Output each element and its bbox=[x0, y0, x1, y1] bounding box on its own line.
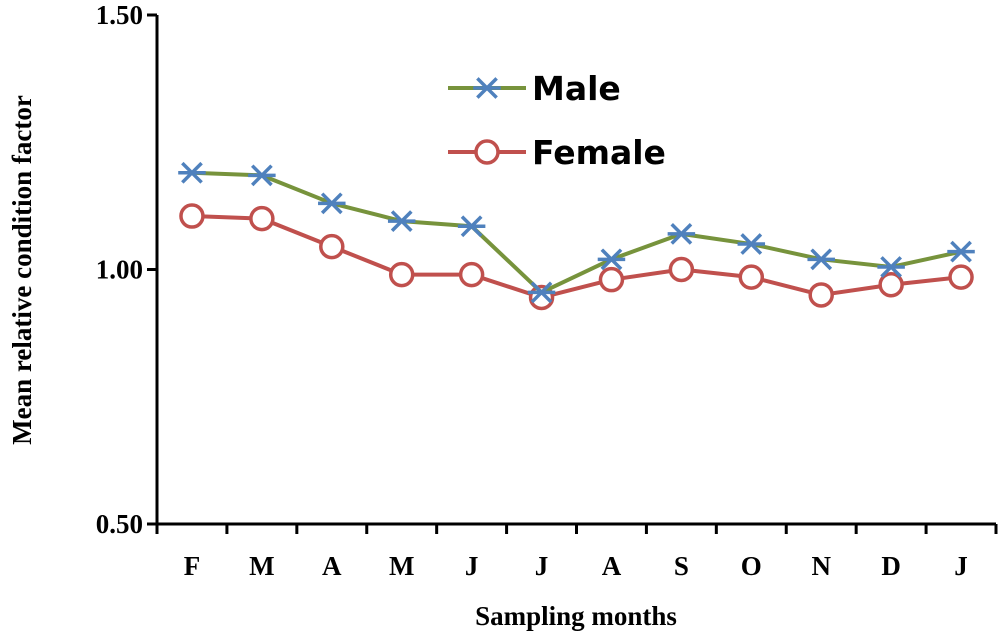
data-point-female bbox=[319, 233, 345, 260]
data-point-male bbox=[318, 192, 346, 215]
marker-stroke bbox=[530, 281, 553, 304]
y-axis-title: Mean relative condition factor bbox=[7, 95, 37, 445]
x-tick-label: J bbox=[954, 551, 968, 581]
data-point-female bbox=[948, 264, 974, 290]
legend: Male Female bbox=[448, 69, 666, 172]
marker-stroke bbox=[476, 77, 498, 99]
x-tick-label: J bbox=[535, 551, 549, 581]
legend-female-marker bbox=[474, 139, 500, 165]
x-tick-label: D bbox=[881, 551, 901, 581]
legend-male-asterisk bbox=[473, 77, 501, 99]
marker-stroke bbox=[740, 233, 763, 255]
data-point-male bbox=[387, 210, 416, 233]
marker-stroke bbox=[670, 222, 693, 245]
data-point-female bbox=[458, 261, 485, 288]
data-point-male bbox=[178, 161, 206, 184]
series-line-female bbox=[191, 214, 962, 300]
data-point-male bbox=[597, 248, 626, 271]
x-tick-label: M bbox=[249, 551, 274, 581]
data-point-female bbox=[878, 272, 904, 298]
x-tick-label: J bbox=[465, 551, 479, 581]
y-tick-label: 1.50 bbox=[96, 0, 143, 30]
data-point-female bbox=[179, 203, 205, 229]
tick-labels: 0.50 1.00 1.50 F M A M J J A S O N D J bbox=[96, 0, 968, 581]
legend-male-label: Male bbox=[532, 69, 621, 108]
y-tick-label: 0.50 bbox=[96, 509, 143, 539]
marker-stroke bbox=[950, 240, 972, 263]
x-tick-label: F bbox=[184, 551, 201, 581]
x-tick-label: M bbox=[389, 551, 414, 581]
y-tick-label: 1.00 bbox=[96, 255, 143, 285]
marker-stroke bbox=[880, 256, 902, 278]
series-line-male bbox=[191, 170, 962, 295]
data-point-female bbox=[738, 264, 765, 290]
legend-male-marker bbox=[473, 77, 501, 99]
data-point-female bbox=[388, 261, 415, 288]
x-tick-label: A bbox=[322, 551, 342, 581]
x-tick-label: O bbox=[741, 551, 762, 581]
data-point-male bbox=[807, 248, 835, 271]
data-point-male bbox=[248, 164, 276, 187]
axes bbox=[147, 13, 998, 534]
data-point-male bbox=[457, 215, 486, 238]
marker-stroke bbox=[460, 215, 483, 238]
data-point-female bbox=[668, 256, 695, 283]
data-point-male bbox=[667, 222, 696, 245]
marker-stroke bbox=[810, 248, 833, 271]
marker-stroke bbox=[320, 192, 343, 215]
data-point-female bbox=[598, 266, 625, 293]
legend-female-label: Female bbox=[532, 133, 666, 172]
x-tick-label: N bbox=[811, 551, 831, 581]
marker-stroke bbox=[181, 161, 203, 184]
data-point-male bbox=[947, 240, 975, 263]
marker-stroke bbox=[600, 248, 623, 271]
x-tick-label: S bbox=[674, 551, 689, 581]
data-point-male bbox=[527, 281, 556, 304]
x-axis-title: Sampling months bbox=[475, 601, 677, 631]
marker-stroke bbox=[251, 164, 273, 187]
x-tick-label: A bbox=[602, 551, 622, 581]
data-point-female bbox=[249, 205, 275, 232]
data-point-female bbox=[808, 282, 834, 308]
data-point-male bbox=[737, 233, 766, 255]
marker-stroke bbox=[390, 210, 413, 233]
series-layer bbox=[178, 161, 975, 311]
data-point-male bbox=[877, 256, 905, 278]
